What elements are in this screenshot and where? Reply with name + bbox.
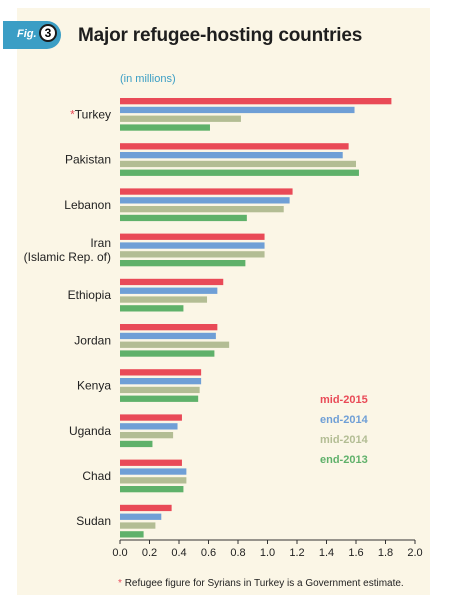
category-label-9: Sudan <box>76 514 111 528</box>
bars-group <box>120 98 392 538</box>
bar-mid-2015-9 <box>120 504 172 512</box>
bar-mid-2015-7 <box>120 414 182 421</box>
bar-mid-2015-4 <box>120 278 224 286</box>
figure-panel <box>17 8 430 595</box>
footnote: * Refugee figure for Syrians in Turkey i… <box>118 578 404 589</box>
x-tick-label-5: 1.0 <box>260 547 275 559</box>
bar-end-2013-2 <box>120 214 247 222</box>
x-tick-label-9: 1.8 <box>378 547 393 559</box>
x-tick-label-4: 0.8 <box>230 547 245 559</box>
bar-mid-2015-8 <box>120 459 182 466</box>
x-tick-label-8: 1.6 <box>348 547 363 559</box>
bar-end-2014-8 <box>120 468 187 475</box>
footnote-star: * <box>118 578 122 589</box>
figure-header: Fig. 3 Major refugee-hosting countries <box>0 8 450 54</box>
category-label-6: Kenya <box>77 379 111 393</box>
unit-label: (in millions) <box>120 73 176 85</box>
x-tick-label-1: 0.2 <box>142 547 157 559</box>
legend-item-end-2013: end-2013 <box>320 454 368 466</box>
bar-mid-2014-7 <box>120 432 174 439</box>
legend-item-end-2014: end-2014 <box>320 414 369 426</box>
bar-mid-2015-0 <box>120 98 392 105</box>
category-name: Turkey <box>75 107 111 121</box>
bar-end-2013-7 <box>120 440 153 448</box>
bar-end-2014-6 <box>120 378 202 385</box>
bar-end-2013-6 <box>120 395 199 402</box>
category-label-5: Jordan <box>74 333 111 347</box>
category-label-4: Ethiopia <box>68 288 112 302</box>
bar-end-2014-9 <box>120 513 162 520</box>
bar-end-2013-9 <box>120 531 144 538</box>
chart-title: Major refugee-hosting countries <box>78 25 363 46</box>
bar-mid-2015-2 <box>120 188 293 195</box>
x-tick-label-10: 2.0 <box>407 547 422 559</box>
bar-end-2014-0 <box>120 106 355 114</box>
bar-end-2014-4 <box>120 287 218 294</box>
bar-mid-2014-5 <box>120 341 230 348</box>
bar-mid-2014-9 <box>120 522 156 529</box>
bar-end-2014-2 <box>120 197 290 204</box>
figure-badge-label: Fig. <box>17 28 37 40</box>
category-label-8: Chad <box>82 469 111 483</box>
bar-end-2013-8 <box>120 486 184 493</box>
bar-mid-2015-5 <box>120 324 218 331</box>
category-label-0: *Turkey <box>70 107 111 121</box>
bar-mid-2014-3 <box>120 251 265 258</box>
bar-end-2014-5 <box>120 332 216 340</box>
figure-number: 3 <box>39 24 57 42</box>
category-label-3-line0: Iran <box>90 236 111 250</box>
bar-end-2013-5 <box>120 350 215 357</box>
x-tick-label-2: 0.4 <box>171 547 186 559</box>
bar-mid-2014-0 <box>120 115 241 122</box>
legend: mid-2015 end-2014 mid-2014 end-2013 <box>320 394 369 466</box>
x-axis: 0.0 0.2 0.4 0.6 0.8 1.0 1.2 1.4 1.6 1.8 2.0 <box>112 539 423 559</box>
category-label-3-line1: (Islamic Rep. of) <box>24 250 111 264</box>
bar-mid-2014-2 <box>120 206 284 213</box>
legend-item-mid-2015: mid-2015 <box>320 394 368 406</box>
bar-end-2013-4 <box>120 305 184 312</box>
bar-mid-2014-8 <box>120 477 187 484</box>
category-label-7: Uganda <box>69 424 111 438</box>
x-tick-label-7: 1.4 <box>319 547 334 559</box>
bar-end-2013-0 <box>120 124 210 131</box>
bar-mid-2014-4 <box>120 296 208 303</box>
legend-item-mid-2014: mid-2014 <box>320 434 369 446</box>
bar-end-2013-3 <box>120 260 246 267</box>
x-tick-label-0: 0.0 <box>112 547 127 559</box>
bar-mid-2015-3 <box>120 233 265 240</box>
bar-mid-2014-1 <box>120 160 356 168</box>
bar-mid-2015-6 <box>120 369 202 376</box>
category-star: * <box>70 107 75 121</box>
bar-end-2013-1 <box>120 169 359 176</box>
x-tick-label-3: 0.6 <box>201 547 216 559</box>
category-labels: *Turkey Pakistan Lebanon Iran(Islamic Rep. … <box>24 107 112 528</box>
x-tick-label-6: 1.2 <box>289 547 304 559</box>
bar-mid-2014-6 <box>120 386 200 394</box>
bar-mid-2015-1 <box>120 143 349 150</box>
category-label-1: Pakistan <box>65 153 111 167</box>
bar-end-2014-3 <box>120 242 265 249</box>
footnote-text: Refugee figure for Syrians in Turkey is … <box>124 578 404 589</box>
bar-end-2014-7 <box>120 423 178 430</box>
bar-end-2014-1 <box>120 152 343 159</box>
category-label-2: Lebanon <box>64 198 111 212</box>
